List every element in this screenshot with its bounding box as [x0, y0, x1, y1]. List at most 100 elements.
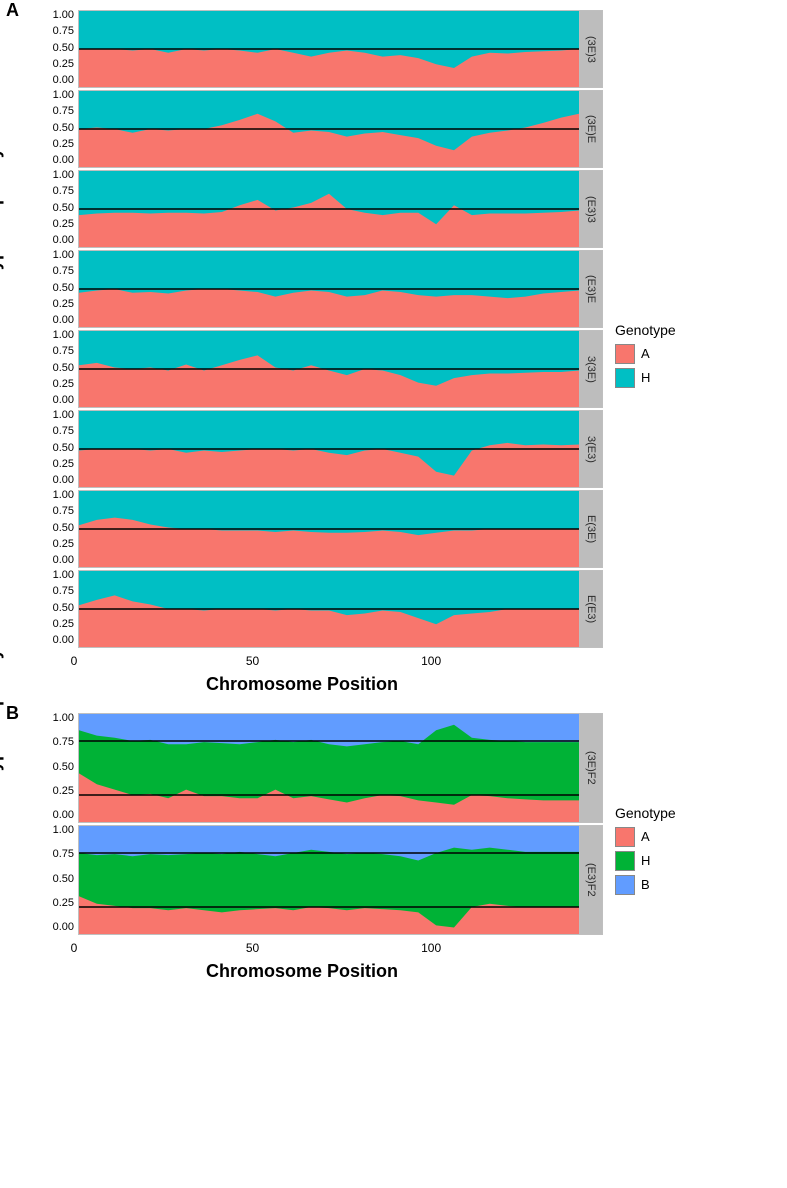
y-ticks: 1.000.750.500.250.00 [30, 410, 78, 486]
panel-b: BGenotype frequency1.000.750.500.250.00(… [0, 703, 787, 990]
y-ticks: 1.000.750.500.250.00 [30, 90, 78, 166]
y-tick-label: 0.50 [30, 363, 74, 374]
y-tick-label: 0.25 [30, 898, 74, 909]
y-tick-label: 1.00 [30, 170, 74, 181]
facet-row: 1.000.750.500.250.003(3E) [30, 330, 603, 408]
x-tick-label: 50 [246, 654, 259, 668]
facet-strip: E(3E) [580, 490, 603, 568]
y-tick-label: 0.25 [30, 299, 74, 310]
facet-plot [78, 250, 580, 328]
y-tick-label: 0.75 [30, 849, 74, 860]
x-axis-label: Chromosome Position [30, 674, 574, 695]
legend-item: A [615, 344, 676, 364]
y-tick-label: 0.00 [30, 475, 74, 486]
facet-strip: (3E)3 [580, 10, 603, 88]
facet-strip: 3(3E) [580, 330, 603, 408]
legend-swatch [615, 827, 635, 847]
y-tick-label: 0.00 [30, 155, 74, 166]
x-axis-label: Chromosome Position [30, 961, 574, 982]
y-tick-label: 1.00 [30, 825, 74, 836]
legend-label: B [641, 877, 650, 892]
panel-letter: B [6, 703, 19, 724]
x-ticks: 0 50 100 [74, 652, 574, 670]
legend: GenotypeAHB [615, 805, 676, 899]
legend-swatch [615, 344, 635, 364]
y-tick-label: 1.00 [30, 713, 74, 724]
y-tick-label: 1.00 [30, 90, 74, 101]
facet-plot [78, 330, 580, 408]
legend-label: H [641, 370, 650, 385]
y-tick-label: 0.75 [30, 506, 74, 517]
y-tick-label: 0.25 [30, 786, 74, 797]
facet-row: 1.00 0.75 0.50 0.25 0.00 E(3E) [30, 490, 603, 568]
facet-strip: (E3)F2 [580, 825, 603, 935]
facet-row: 1.000.750.500.250.00(E3)E [30, 250, 603, 328]
legend-label: A [641, 829, 650, 844]
y-tick-label: 0.00 [30, 315, 74, 326]
facet-row: 1.00 0.75 0.50 0.25 0.00 E(E3) [30, 570, 603, 648]
y-tick-label: 0.00 [30, 810, 74, 821]
facet-plot [78, 570, 580, 648]
y-axis-label: Genotype frequency [0, 649, 5, 823]
y-ticks: 1.00 0.75 0.50 0.25 0.00 [30, 570, 78, 646]
y-tick-label: 1.00 [30, 250, 74, 261]
y-ticks: 1.000.750.500.250.00 [30, 713, 78, 821]
x-axis: 050100 [30, 939, 603, 957]
y-tick-label: 0.50 [30, 443, 74, 454]
y-tick-label: 0.50 [30, 523, 74, 534]
y-tick-label: 1.00 [30, 490, 74, 501]
facet-plot [78, 170, 580, 248]
facet-strip: (3E)E [580, 90, 603, 168]
x-tick-label: 0 [71, 654, 78, 668]
y-tick-label: 0.75 [30, 186, 74, 197]
facet-row: 1.000.750.500.250.00 (3E)E [30, 90, 603, 168]
facet-row: 1.000.750.500.250.00(3E)F2 [30, 713, 603, 823]
y-tick-label: 1.00 [30, 10, 74, 21]
panel-body: 1.000.750.500.250.00(3E)31.000.750.500.2… [30, 10, 767, 703]
legend-item: A [615, 827, 676, 847]
x-tick-label: 100 [421, 654, 441, 668]
y-tick-label: 0.00 [30, 922, 74, 933]
facet-plot [78, 490, 580, 568]
y-tick-label: 0.00 [30, 395, 74, 406]
panel-letter: A [6, 0, 19, 21]
y-ticks: 1.000.750.500.250.00 [30, 10, 78, 86]
y-tick-label: 0.00 [30, 635, 74, 646]
facet-strip: (3E)F2 [580, 713, 603, 823]
facet-strip: (E3)3 [580, 170, 603, 248]
y-tick-label: 0.75 [30, 737, 74, 748]
facet-plot [78, 410, 580, 488]
y-tick-label: 0.50 [30, 874, 74, 885]
facet-row: 1.000.750.500.250.00 3(E3) [30, 410, 603, 488]
legend-swatch [615, 368, 635, 388]
facet-column: 1.000.750.500.250.00(3E)F21.000.750.500.… [30, 713, 603, 990]
legend-title: Genotype [615, 805, 676, 821]
facet-strip: 3(E3) [580, 410, 603, 488]
legend: Genotype AH [615, 322, 676, 392]
y-ticks: 1.00 0.75 0.50 0.25 0.00 [30, 825, 78, 933]
facet-row: 1.00 0.75 0.50 0.25 0.00 (E3)F2 [30, 825, 603, 935]
y-tick-label: 1.00 [30, 570, 74, 581]
facet-strip: (E3)E [580, 250, 603, 328]
facet-row: 1.000.750.500.250.00(E3)3 [30, 170, 603, 248]
y-axis-label: Genotype frequency [0, 148, 5, 322]
y-tick-label: 0.50 [30, 603, 74, 614]
y-tick-label: 0.50 [30, 43, 74, 54]
legend-item: H [615, 368, 676, 388]
panel-a: AGenotype frequency1.000.750.500.250.00(… [0, 0, 787, 703]
y-tick-label: 0.25 [30, 619, 74, 630]
y-ticks: 1.000.750.500.250.00 [30, 170, 78, 246]
y-tick-label: 0.25 [30, 379, 74, 390]
legend-swatch [615, 875, 635, 895]
facet-plot [78, 10, 580, 88]
y-tick-label: 0.00 [30, 235, 74, 246]
y-tick-label: 0.75 [30, 586, 74, 597]
y-tick-label: 0.25 [30, 539, 74, 550]
facet-strip: E(E3) [580, 570, 603, 648]
x-axis: 0 50 100 [30, 652, 603, 670]
legend-title: Genotype [615, 322, 676, 338]
y-ticks: 1.000.750.500.250.00 [30, 330, 78, 406]
y-tick-label: 1.00 [30, 330, 74, 341]
facet-plot [78, 713, 580, 823]
y-tick-label: 0.00 [30, 555, 74, 566]
